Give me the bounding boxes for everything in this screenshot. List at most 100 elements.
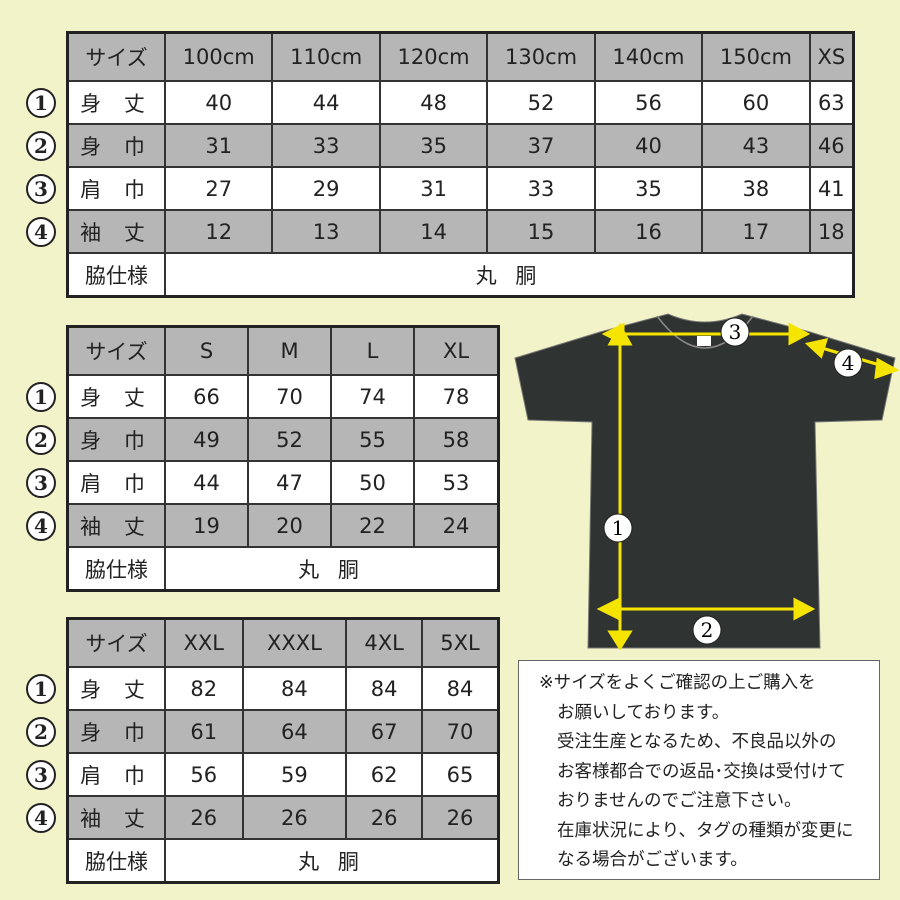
row-number-badge: 1	[26, 382, 56, 412]
size-header: L	[330, 325, 415, 376]
measurement-cell: 29	[271, 166, 381, 211]
row-number-badge: 4	[26, 511, 56, 541]
measurement-cell: 24	[413, 503, 500, 548]
measurement-cell: 35	[378, 123, 489, 168]
row-label: サイズ	[66, 31, 166, 82]
row-number-badge: 3	[26, 174, 56, 204]
measurement-cell: 31	[163, 123, 274, 168]
measurement-cell: 52	[247, 417, 332, 462]
measurement-cell: 74	[330, 374, 415, 419]
row-label: 袖 丈	[66, 209, 166, 254]
size-header: M	[247, 325, 332, 376]
measurement-cell: 14	[378, 209, 489, 254]
notice-box: ※サイズをよくご確認の上ご購入を お願いしております。 受注生産となるため、不良…	[518, 660, 880, 880]
measurement-cell: 16	[593, 209, 704, 254]
header-row: サイズ XXL XXXL 4XL 5XL	[66, 617, 500, 668]
table-row: 袖 丈 12 13 14 15 16 17 18	[66, 209, 855, 254]
row-number-badge: 3	[26, 760, 56, 790]
size-header: S	[164, 325, 249, 376]
size-header: 140cm	[593, 31, 704, 82]
table-row: 袖 丈 26 26 26 26	[66, 795, 500, 840]
note-line: 受注生産となるため、不良品以外の	[557, 732, 837, 752]
table-row: 身 丈 40 44 48 52 56 60 63	[66, 80, 855, 125]
size-header: XS	[808, 31, 855, 82]
measurement-cell: 38	[701, 166, 811, 211]
measurement-cell: 70	[247, 374, 332, 419]
side-spec-cell: 丸 胴	[164, 546, 500, 592]
measurement-cell: 59	[241, 752, 348, 797]
size-header: 120cm	[378, 31, 489, 82]
table-row: 脇仕様丸 胴	[66, 252, 855, 298]
measurement-arrows	[596, 322, 900, 650]
row-number-badge: 3	[26, 468, 56, 498]
measurement-cell: 27	[163, 166, 274, 211]
row-label: 脇仕様	[66, 838, 166, 884]
measurement-cell: 17	[701, 209, 811, 254]
measurement-cell: 84	[345, 666, 423, 711]
measurement-cell: 15	[486, 209, 596, 254]
table-row: 肩 巾 44 47 50 53	[66, 460, 500, 505]
label-2: 2	[701, 618, 714, 642]
diagram-labels: 1 2 3 4	[603, 317, 863, 645]
measurement-cell: 62	[345, 752, 423, 797]
note-line: なる場合がございます。	[557, 850, 748, 870]
row-number-badge: 4	[26, 803, 56, 833]
measurement-cell: 52	[486, 80, 596, 125]
table-row: 脇仕様丸 胴	[66, 838, 500, 884]
table-row: 身 丈 66 70 74 78	[66, 374, 500, 419]
measurement-cell: 33	[271, 123, 381, 168]
table-row: 袖 丈 19 20 22 24	[66, 503, 500, 548]
measurement-cell: 53	[413, 460, 500, 505]
measurement-cell: 63	[808, 80, 855, 125]
measurement-cell: 43	[701, 123, 811, 168]
measurement-cell: 18	[808, 209, 855, 254]
measurement-cell: 84	[241, 666, 348, 711]
row-label: 肩 巾	[66, 752, 166, 797]
size-header: 100cm	[163, 31, 274, 82]
size-header: 4XL	[345, 617, 423, 668]
measurement-cell: 60	[701, 80, 811, 125]
table-row: 身 巾 61 64 67 70	[66, 709, 500, 754]
measurement-cell: 35	[593, 166, 704, 211]
note-line: おりませんのでご注意下さい。	[557, 791, 802, 811]
row-label: 身 丈	[66, 666, 166, 711]
tshirt-diagram: 1 2 3 4	[514, 313, 900, 650]
measurement-cell: 26	[345, 795, 423, 840]
measurement-cell: 49	[164, 417, 249, 462]
row-number-badge: 2	[26, 717, 56, 747]
note-line: ※サイズをよくご確認の上ご購入を	[539, 673, 816, 693]
size-table: サイズ XXL XXXL 4XL 5XL 身 丈 82 84 84 84 身 巾 61 64 67 70 肩 …	[66, 617, 500, 884]
row-label: 脇仕様	[66, 546, 166, 592]
label-4: 4	[842, 351, 855, 375]
measurement-cell: 33	[486, 166, 596, 211]
measurement-cell: 67	[345, 709, 423, 754]
table-row: 身 巾 49 52 55 58	[66, 417, 500, 462]
measurement-cell: 48	[378, 80, 489, 125]
measurement-cell: 40	[593, 123, 704, 168]
row-label: 身 丈	[66, 374, 166, 419]
label-3: 3	[729, 320, 742, 344]
measurement-cell: 26	[241, 795, 348, 840]
size-table: サイズ 100cm 110cm 120cm 130cm 140cm 150cm XS 身 丈 40…	[66, 31, 855, 298]
table-row: 身 巾 31 33 35 37 40 43 46	[66, 123, 855, 168]
size-header: 150cm	[701, 31, 811, 82]
measurement-cell: 22	[330, 503, 415, 548]
row-label: 身 巾	[66, 123, 166, 168]
measurement-cell: 26	[164, 795, 244, 840]
size-table: サイズ S M L XL 身 丈 66 70 74 78 身 巾 49 52 55 58 肩 巾 44 47 50 5…	[66, 325, 500, 592]
side-spec-cell: 丸 胴	[164, 252, 855, 298]
measurement-cell: 56	[164, 752, 244, 797]
label-1: 1	[612, 516, 625, 540]
measurement-cell: 64	[241, 709, 348, 754]
row-label: 肩 巾	[66, 460, 166, 505]
row-number-badge: 2	[26, 425, 56, 455]
row-number-badge: 1	[26, 88, 56, 118]
size-header: XXXL	[241, 617, 348, 668]
note-line: お客様都合での返品･交換は受付けて	[557, 761, 846, 782]
note-line: お願いしております。	[557, 702, 730, 723]
measurement-cell: 58	[413, 417, 500, 462]
row-number-badge: 2	[26, 131, 56, 161]
measurement-cell: 82	[164, 666, 244, 711]
measurement-cell: 41	[808, 166, 855, 211]
row-number-badge: 1	[26, 674, 56, 704]
